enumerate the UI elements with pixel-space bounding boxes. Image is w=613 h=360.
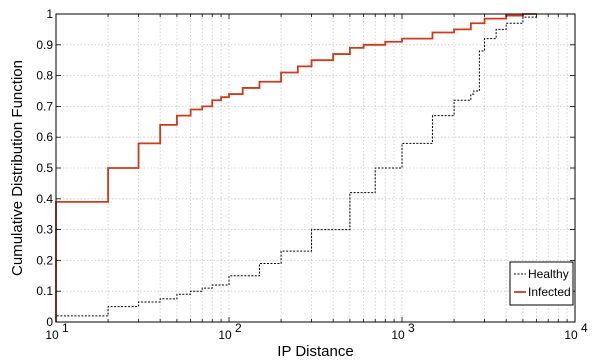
x-tick-label: 10 3 [391, 321, 415, 342]
legend-label-infected: Infected [528, 285, 571, 299]
x-tick-labels: 10 1 10 2 10 3 10 4 [45, 321, 588, 342]
y-tick-label: 0.1 [36, 284, 53, 298]
y-tick-label: 1 [46, 7, 53, 21]
y-tick-label: 0.2 [36, 253, 53, 267]
y-axis-label: Cumulative Distribution Function [9, 60, 26, 276]
y-tick-label: 0.4 [36, 192, 53, 206]
x-tick-label-exponent: 3 [408, 321, 415, 335]
y-tick-labels: 0 0.1 0.2 0.3 0.4 0.5 0.6 0.7 0.8 0.9 1 [36, 7, 53, 329]
legend-label-healthy: Healthy [528, 267, 569, 281]
x-tick-label-exponent: 1 [62, 321, 69, 335]
x-tick-label-exponent: 4 [581, 321, 588, 335]
series-line-infected [55, 13, 537, 322]
x-tick-label: 10 2 [218, 321, 242, 342]
y-tick-label: 0.8 [36, 69, 53, 83]
series-line-healthy [55, 14, 538, 322]
axis-ticks [55, 13, 575, 323]
y-tick-label: 0 [46, 315, 53, 329]
x-tick-label-exponent: 2 [235, 321, 242, 335]
x-axis-label: IP Distance [277, 343, 353, 360]
legend-box [509, 261, 574, 306]
series-group [55, 13, 538, 322]
y-tick-label: 0.5 [36, 161, 53, 175]
x-tick-label: 10 4 [564, 321, 588, 342]
x-tick-label: 10 1 [45, 321, 69, 342]
x-tick-label-base: 10 [45, 328, 59, 342]
y-tick-label: 0.6 [36, 130, 53, 144]
x-tick-label-base: 10 [218, 328, 232, 342]
x-tick-label-base: 10 [391, 328, 405, 342]
y-tick-label: 0.3 [36, 223, 53, 237]
y-tick-label: 0.9 [36, 38, 53, 52]
legend: Healthy Infected [509, 261, 574, 306]
y-tick-label: 0.7 [36, 99, 53, 113]
x-tick-label-base: 10 [564, 328, 578, 342]
